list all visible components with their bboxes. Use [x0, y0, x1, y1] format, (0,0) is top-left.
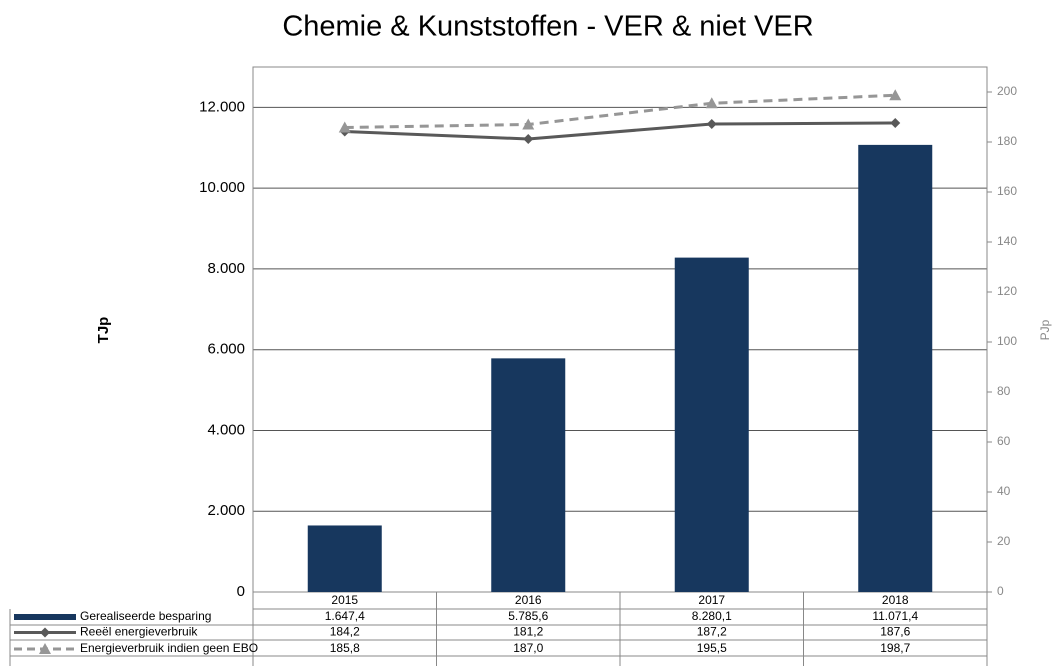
- chart-title: Chemie & Kunststoffen - VER & niet VER: [282, 11, 813, 43]
- x-tick-label: 2015: [331, 593, 358, 607]
- legend-marker: [39, 643, 51, 654]
- value-label: 187,2: [697, 625, 727, 639]
- y2-tick-label: 180: [997, 134, 1017, 148]
- y2-tick-label: 20: [997, 534, 1011, 548]
- y2-tick-label: 100: [997, 334, 1017, 348]
- y2-tick-label: 0: [997, 584, 1004, 598]
- value-label: 184,2: [330, 625, 360, 639]
- line: [344, 121, 896, 141]
- value-label: 181,2: [513, 625, 543, 639]
- x-tick-label: 2017: [698, 593, 725, 607]
- marker: [890, 118, 901, 128]
- y-tick-label: 0: [237, 583, 245, 600]
- value-label: 11.071,4: [872, 609, 918, 623]
- value-label: 185,8: [330, 641, 360, 655]
- marker: [522, 118, 535, 130]
- y2-tick-label: 80: [997, 384, 1011, 398]
- value-label: 195,5: [697, 641, 727, 655]
- marker: [889, 89, 902, 101]
- y2-tick-label: 160: [997, 184, 1017, 198]
- y-tick-label: 4.000: [207, 421, 245, 438]
- marker: [706, 119, 717, 129]
- value-label: 1.647,4: [325, 609, 365, 623]
- legend-marker: [40, 627, 50, 638]
- value-label: 187,0: [513, 641, 543, 655]
- marker: [705, 97, 718, 109]
- value-label: 5.785,6: [508, 609, 548, 623]
- bar: [858, 144, 933, 592]
- line: [344, 93, 896, 129]
- y2-tick-label: 120: [997, 284, 1017, 298]
- y-tick-label: 6.000: [207, 341, 245, 358]
- bar: [674, 257, 749, 592]
- y2-tick-label: 40: [997, 484, 1011, 498]
- legend-label: Energieverbruik indien geen EBO: [80, 641, 258, 655]
- legend-swatch: [14, 614, 76, 620]
- value-label: 187,6: [880, 625, 910, 639]
- y-tick-label: 10.000: [199, 179, 245, 196]
- y2-tick-label: 200: [997, 84, 1017, 98]
- bar: [491, 358, 566, 592]
- value-label: 8.280,1: [692, 609, 732, 623]
- y-tick-label: 12.000: [199, 98, 245, 115]
- marker: [523, 134, 534, 144]
- x-tick-label: 2016: [515, 593, 542, 607]
- y-axis-label: TJp: [95, 317, 112, 344]
- x-tick-label: 2018: [882, 593, 909, 607]
- legend-label: Reeël energieverbruik: [80, 625, 198, 639]
- marker: [338, 121, 351, 133]
- y-tick-label: 8.000: [207, 260, 245, 277]
- value-label: 198,7: [880, 641, 910, 655]
- y2-tick-label: 140: [997, 234, 1017, 248]
- bar: [307, 525, 382, 592]
- y-tick-label: 2.000: [207, 502, 245, 519]
- legend-label: Gerealiseerde besparing: [80, 609, 211, 623]
- y2-axis-label: PJp: [1038, 319, 1052, 340]
- y2-tick-label: 60: [997, 434, 1011, 448]
